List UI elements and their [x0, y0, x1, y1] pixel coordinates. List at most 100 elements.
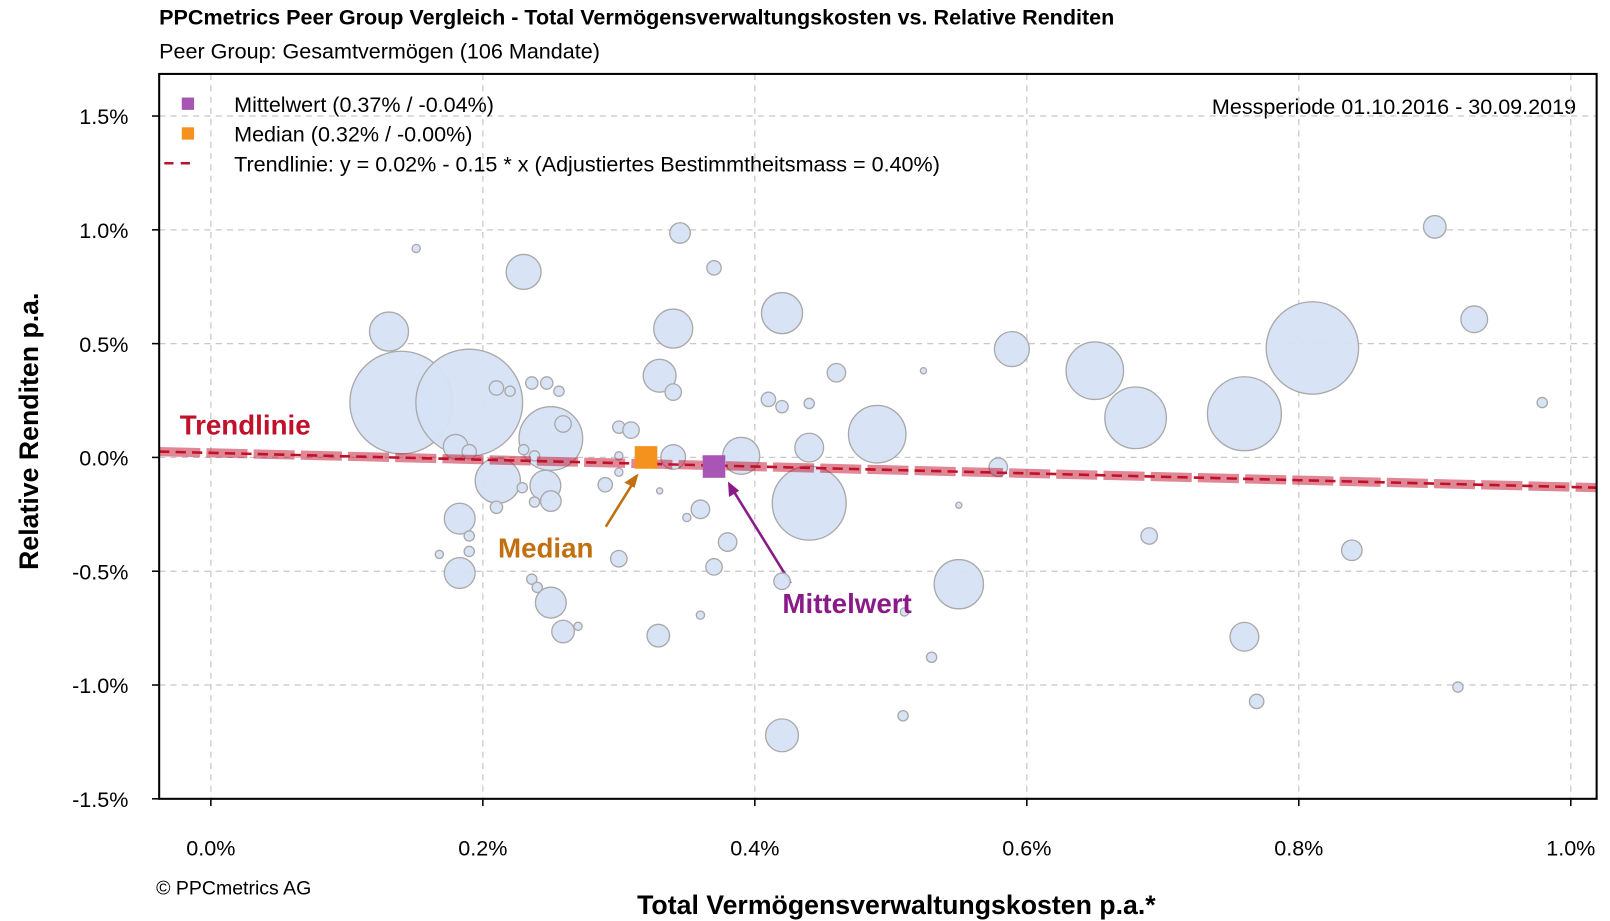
bubble — [760, 391, 777, 408]
chart-title: PPCmetrics Peer Group Vergleich - Total … — [159, 5, 1114, 30]
trendline — [159, 450, 1597, 489]
bubble — [695, 610, 706, 620]
bubble — [517, 443, 530, 456]
bubble — [826, 362, 847, 383]
bubble — [551, 619, 576, 644]
bubble — [463, 545, 476, 558]
bubble — [705, 558, 723, 576]
bubble — [642, 358, 677, 393]
bubble — [899, 607, 910, 617]
bubble — [1265, 301, 1360, 395]
x-tick-label: 1.0% — [1546, 835, 1595, 860]
period-note: Messperiode 01.10.2016 - 30.09.2019 — [1212, 94, 1576, 119]
y-tick-label: 0.0% — [79, 446, 128, 471]
bubble — [614, 467, 624, 477]
bubble — [669, 222, 691, 244]
bubble — [463, 530, 476, 542]
legend-label: Median (0.32% / -0.00%) — [234, 122, 472, 147]
y-tick-label: 0.5% — [79, 332, 128, 357]
bubble — [847, 404, 907, 464]
bubble — [539, 376, 554, 390]
bubble — [1140, 527, 1159, 545]
bubble — [553, 385, 565, 397]
marker-annotation: Mittelwert — [782, 588, 911, 619]
summary-marker — [634, 446, 658, 469]
bubble — [655, 487, 664, 495]
bubble — [525, 573, 538, 585]
bubble — [531, 581, 544, 594]
copyright: © PPCmetrics AG — [156, 877, 311, 899]
bubble — [1248, 693, 1265, 710]
bubble — [993, 330, 1030, 368]
marker-annotation: Median — [498, 533, 593, 564]
chart-subtitle: Peer Group: Gesamtvermögen (106 Mandate) — [159, 39, 600, 64]
bubble — [775, 399, 789, 414]
bubble — [434, 549, 445, 560]
bubble — [534, 586, 567, 619]
bubble — [539, 490, 562, 513]
bubble — [690, 499, 711, 520]
bubble — [443, 502, 476, 535]
median-arrowhead — [624, 473, 639, 488]
bubble — [897, 709, 909, 722]
y-tick-label: 1.5% — [79, 104, 128, 129]
bubble — [368, 311, 410, 352]
legend-swatch — [181, 127, 195, 140]
bubble — [771, 465, 847, 541]
bubble — [1340, 539, 1363, 562]
x-tick-label: 0.2% — [458, 835, 507, 860]
bubble — [411, 243, 421, 254]
bubble — [1065, 341, 1125, 401]
legend-swatch — [181, 97, 195, 110]
median-arrow — [604, 479, 636, 528]
bubble — [933, 558, 985, 610]
bubble — [573, 621, 583, 632]
bubble — [609, 549, 628, 568]
bubble — [488, 380, 505, 396]
summary-marker — [702, 455, 726, 478]
bubble — [925, 651, 938, 664]
bubble — [760, 291, 804, 335]
bubble — [1104, 386, 1168, 450]
bubble — [524, 376, 539, 390]
x-tick-label: 0.4% — [730, 835, 779, 860]
legend-label: Mittelwert (0.37% / -0.04%) — [234, 92, 494, 117]
bubble — [919, 366, 928, 375]
bubble — [622, 421, 640, 439]
mean-arrowhead — [727, 481, 740, 497]
x-tick-label: 0.8% — [1274, 835, 1323, 860]
bubble — [505, 253, 542, 291]
bubble — [706, 259, 722, 276]
bubble — [489, 500, 504, 515]
y-tick-label: -1.5% — [72, 787, 128, 812]
bubble — [597, 476, 614, 493]
plot-frame — [158, 72, 1598, 800]
bubble — [1422, 214, 1447, 239]
bubble — [646, 623, 671, 648]
bubble — [1460, 305, 1489, 334]
bubble — [516, 481, 529, 494]
bubble — [803, 397, 816, 410]
bubble — [1452, 681, 1464, 693]
trendline-annotation: Trendlinie — [180, 409, 311, 440]
y-tick-label: -0.5% — [72, 559, 128, 584]
y-tick-label: 1.0% — [79, 218, 128, 243]
bubble — [955, 501, 963, 509]
mean-arrow — [731, 488, 792, 584]
bubble — [443, 556, 476, 590]
bubble — [653, 308, 694, 349]
x-tick-label: 0.6% — [1002, 835, 1051, 860]
bubble — [664, 383, 683, 401]
bubble — [528, 496, 541, 508]
bubble — [764, 718, 800, 753]
y-axis-label: Relative Renditen p.a. — [14, 293, 44, 570]
bubble — [415, 348, 524, 457]
bubble — [717, 532, 738, 552]
bubble — [1536, 396, 1549, 409]
bubble — [1229, 621, 1260, 652]
bubble — [504, 385, 516, 397]
y-tick-label: -1.0% — [72, 673, 128, 698]
x-tick-label: 0.0% — [186, 835, 235, 860]
bubble — [682, 512, 692, 523]
